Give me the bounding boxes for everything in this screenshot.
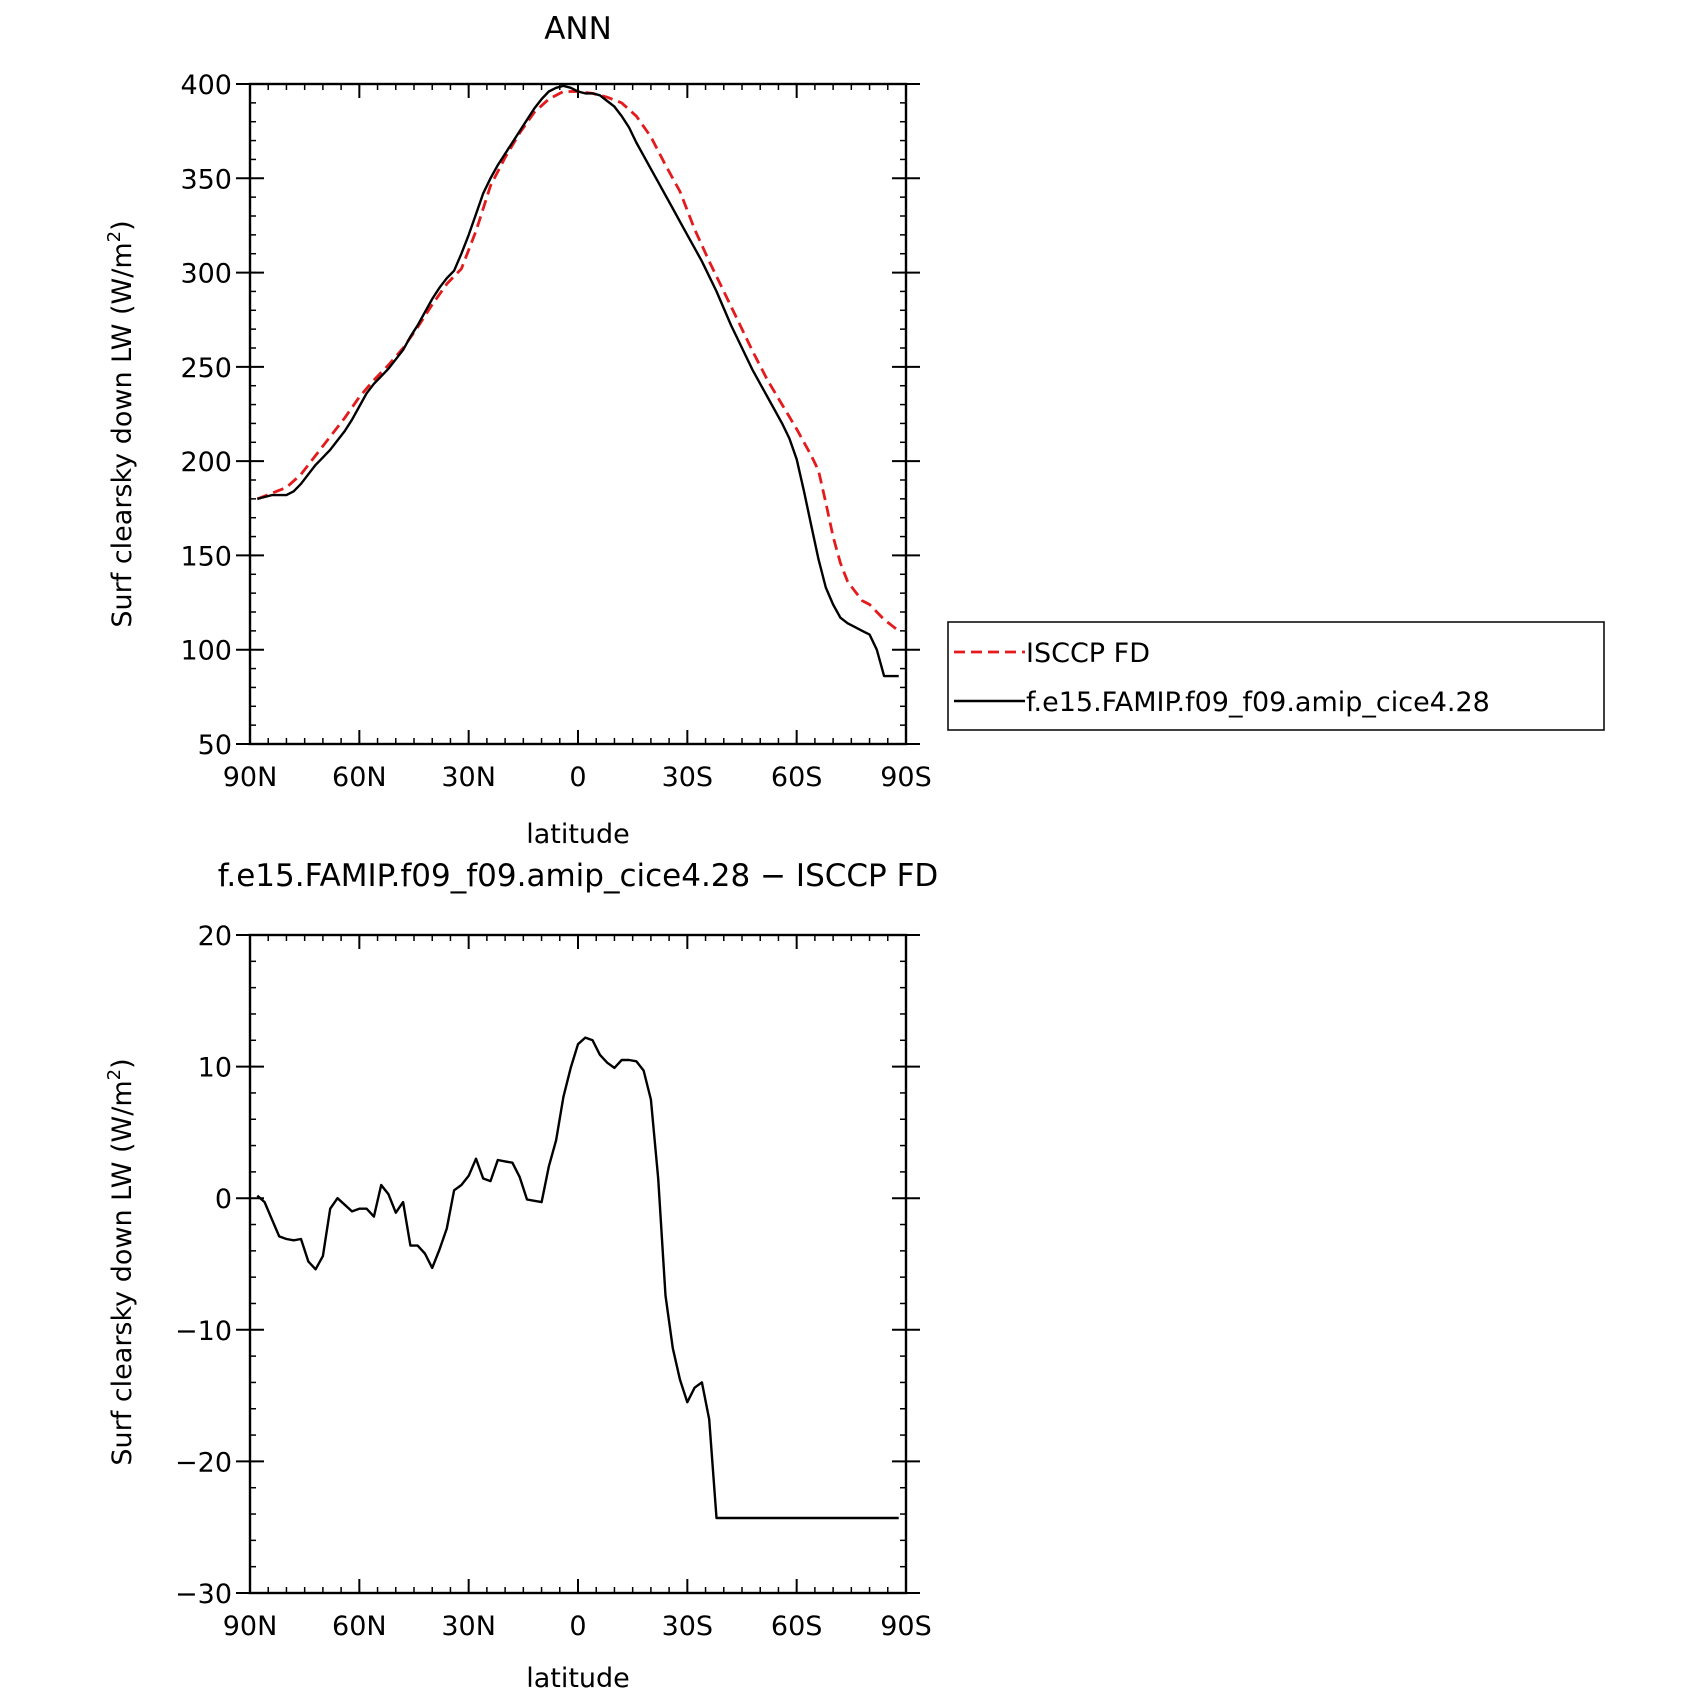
y-tick-label: −30 — [175, 1579, 232, 1610]
bottom-plot-axes: 90N 60N 30N 0 30S 60S 90S 20 10 0 −10 −20 −30 — [175, 921, 932, 1642]
legend-label-isccp: ISCCP FD — [1026, 638, 1150, 669]
bottom-plot-xlabel: latitude — [526, 1663, 630, 1691]
top-series-line-1 — [256, 84, 899, 678]
y-tick-label: 50 — [198, 730, 232, 761]
top-plot: ANN 90N 60N 30N 0 30S 60S 90S 400 350 300 250 200 15… — [104, 11, 932, 850]
x-tick-label: 30S — [662, 1611, 714, 1642]
x-tick-label: 30S — [662, 762, 714, 793]
x-tick-label: 60N — [332, 1611, 387, 1642]
x-tick-label: 90S — [880, 762, 932, 793]
top-plot-axes: 90N 60N 30N 0 30S 60S 90S 400 350 300 250 200 150 100… — [180, 70, 931, 793]
bottom-plot: f.e15.FAMIP.f09_f09.amip_cice4.28 − ISCC… — [104, 858, 938, 1691]
y-tick-label: −10 — [175, 1316, 232, 1347]
legend-label-model: f.e15.FAMIP.f09_f09.amip_cice4.28 — [1026, 687, 1490, 718]
y-tick-label: 300 — [180, 259, 232, 290]
top-plot-series — [256, 84, 900, 678]
bottom-series-line-0 — [256, 1036, 899, 1520]
y-tick-label: 150 — [180, 541, 232, 572]
x-tick-label: 60S — [771, 1611, 823, 1642]
bottom-plot-title: f.e15.FAMIP.f09_f09.amip_cice4.28 − ISCC… — [218, 858, 939, 894]
y-tick-label: 400 — [180, 70, 232, 101]
x-tick-label: 90N — [223, 1611, 278, 1642]
y-tick-label: 10 — [198, 1053, 232, 1084]
x-tick-label: 60S — [771, 762, 823, 793]
y-tick-label: 200 — [180, 447, 232, 478]
x-tick-label: 30N — [441, 1611, 496, 1642]
x-tick-label: 0 — [569, 762, 586, 793]
y-tick-label: 0 — [215, 1184, 232, 1215]
legend: ISCCP FD f.e15.FAMIP.f09_f09.amip_cice4.… — [947, 621, 1605, 731]
x-tick-label: 60N — [332, 762, 387, 793]
bottom-plot-ylabel: Surf clearsky down LW (W/m2) — [104, 1058, 138, 1465]
bottom-plot-frame — [248, 933, 908, 1595]
y-tick-label: −20 — [175, 1447, 232, 1478]
y-tick-label: 350 — [180, 164, 232, 195]
bottom-plot-series — [256, 1036, 899, 1520]
top-series-line-0 — [256, 90, 900, 633]
x-tick-label: 90N — [223, 762, 278, 793]
x-tick-label: 0 — [569, 1611, 586, 1642]
top-plot-title: ANN — [544, 11, 612, 47]
y-tick-label: 250 — [180, 353, 232, 384]
legend-box — [947, 621, 1605, 731]
x-tick-label: 90S — [880, 1611, 932, 1642]
top-plot-ylabel: Surf clearsky down LW (W/m2) — [104, 220, 138, 627]
top-plot-xlabel: latitude — [526, 819, 630, 850]
y-tick-label: 20 — [198, 921, 232, 952]
y-tick-label: 100 — [180, 636, 232, 667]
x-tick-label: 30N — [441, 762, 496, 793]
